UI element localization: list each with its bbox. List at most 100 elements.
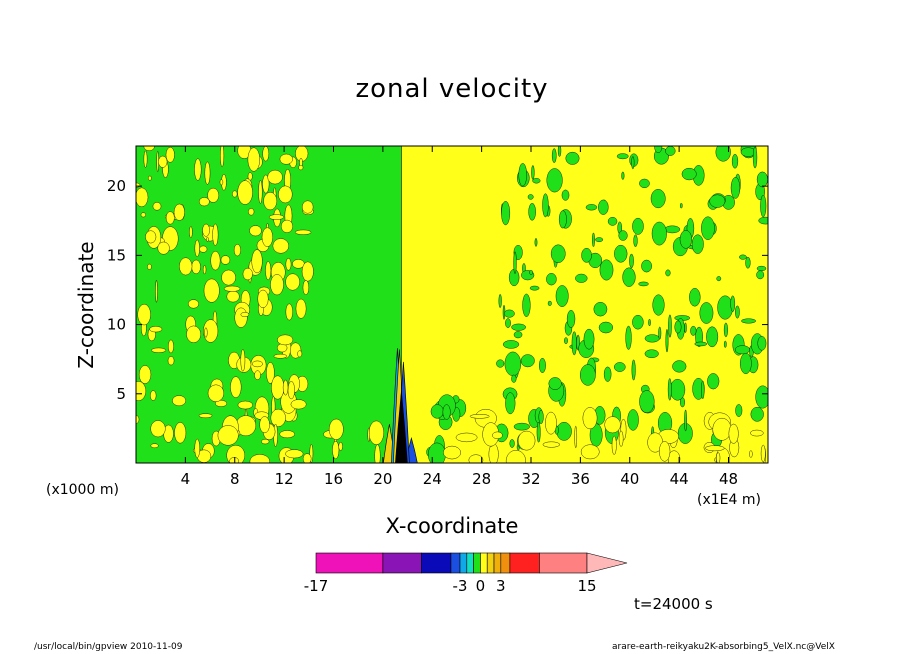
field-blob	[138, 365, 152, 384]
field-blob	[580, 364, 596, 386]
field-blob	[639, 390, 655, 413]
field-blob	[261, 227, 273, 247]
y-axis-label: Z-coordinate	[74, 241, 98, 369]
field-blob	[297, 350, 303, 358]
field-blob	[536, 422, 541, 443]
field-blob	[298, 164, 304, 171]
field-blob	[658, 326, 662, 340]
field-blob	[607, 217, 618, 226]
field-blob	[145, 230, 157, 244]
field-blob	[157, 241, 170, 255]
x-tick-label: 16	[324, 470, 343, 488]
field-blob	[198, 197, 210, 207]
field-blob	[760, 444, 766, 463]
field-blob	[757, 336, 767, 351]
field-blob	[513, 331, 523, 339]
field-blob	[338, 442, 343, 451]
field-blob	[215, 400, 228, 407]
field-blob	[651, 221, 667, 246]
x-tick-label: 4	[181, 470, 191, 488]
colorbar-bin	[480, 552, 488, 574]
x-tick-label: 24	[423, 470, 442, 488]
colorbar-bin	[450, 552, 461, 574]
field-blob	[282, 379, 289, 396]
field-blob	[158, 155, 168, 168]
field-blob	[735, 305, 740, 319]
field-blob	[285, 303, 293, 321]
field-blob	[258, 180, 263, 204]
field-blob	[681, 167, 697, 181]
colorbar-bin	[473, 552, 481, 574]
field-blob	[684, 322, 687, 333]
field-blob	[629, 253, 634, 269]
field-blob	[367, 427, 370, 442]
field-blob	[280, 219, 293, 233]
x-tick-label: 32	[521, 470, 540, 488]
field-blob	[290, 399, 307, 410]
colorbar-bin	[509, 552, 540, 574]
field-blob	[498, 294, 502, 308]
field-blob	[430, 404, 444, 419]
field-blob	[294, 229, 312, 235]
field-blob	[750, 406, 764, 422]
y-tick-label: 5	[116, 385, 126, 403]
field-blob	[755, 385, 768, 409]
field-blob	[728, 423, 739, 444]
field-blob	[233, 244, 241, 257]
field-blob	[268, 214, 285, 220]
field-blob	[557, 146, 562, 157]
field-blob	[226, 290, 240, 303]
field-blob	[652, 294, 665, 316]
field-blob	[149, 326, 163, 333]
field-blob	[204, 161, 211, 185]
plot-frame	[135, 145, 769, 464]
field-blob	[689, 288, 701, 307]
field-blob	[694, 341, 708, 347]
field-blob	[614, 244, 628, 263]
field-blob	[251, 249, 263, 274]
y-tick-label: 15	[107, 246, 126, 264]
field-blob	[638, 281, 649, 287]
field-blob	[709, 194, 726, 208]
colorbar-bin	[466, 552, 474, 574]
field-blob	[285, 273, 300, 291]
field-blob	[556, 422, 572, 441]
field-blob	[712, 417, 732, 441]
colorbar-bin	[315, 552, 384, 574]
field-blob	[223, 285, 241, 292]
field-blob	[151, 347, 167, 353]
field-blob	[604, 416, 621, 434]
field-blob	[561, 189, 570, 201]
field-blob	[664, 225, 681, 234]
field-blob	[756, 270, 765, 280]
field-blob	[631, 359, 636, 381]
field-blob	[691, 234, 704, 254]
x-unit-label: (x1000 m)	[46, 482, 119, 498]
colorbar-tick-label: -3	[453, 577, 468, 595]
field-blob	[633, 234, 638, 247]
x-tick-label: 28	[472, 470, 491, 488]
field-blob	[468, 454, 484, 463]
field-blob	[469, 414, 490, 419]
colorbar-tick-label: 0	[476, 577, 486, 595]
field-blob	[585, 204, 598, 211]
field-blob	[179, 257, 193, 276]
field-blob	[186, 325, 201, 343]
colorbar-bin	[493, 552, 502, 574]
field-blob	[220, 255, 231, 265]
field-blob	[249, 225, 262, 237]
field-blob	[202, 223, 210, 237]
field-blob	[701, 216, 715, 240]
field-blob	[667, 378, 672, 401]
field-blob	[237, 180, 253, 205]
field-blob	[148, 175, 152, 181]
field-blob	[301, 261, 314, 282]
colorbar-extension	[586, 552, 628, 574]
field-blob	[749, 450, 753, 458]
colorbar-bin	[459, 552, 468, 574]
field-blob	[583, 328, 595, 350]
field-blob	[168, 339, 174, 354]
field-blob	[187, 299, 199, 309]
field-blob	[505, 318, 511, 328]
